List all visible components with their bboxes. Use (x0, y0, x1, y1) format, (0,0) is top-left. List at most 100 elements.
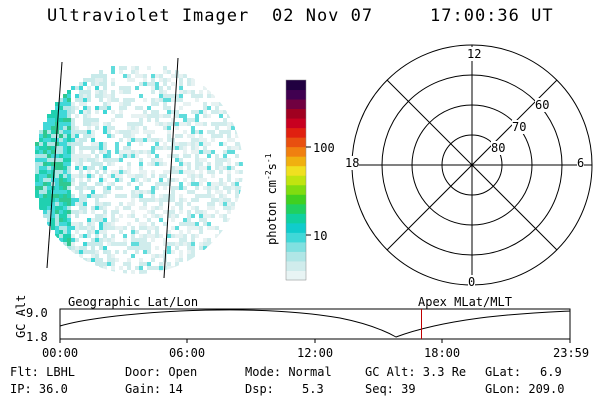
disk-pixel (111, 266, 115, 270)
disk-pixel (187, 190, 191, 194)
disk-pixel (127, 262, 131, 266)
disk-pixel (159, 94, 163, 98)
disk-pixel (103, 122, 107, 126)
disk-pixel (167, 126, 171, 130)
disk-pixel (195, 142, 199, 146)
disk-pixel (123, 146, 127, 150)
disk-pixel (71, 146, 75, 150)
disk-pixel (95, 146, 99, 150)
disk-pixel (143, 250, 147, 254)
disk-pixel (55, 150, 59, 154)
disk-pixel (107, 102, 111, 106)
disk-pixel (51, 202, 55, 206)
disk-pixel (55, 230, 59, 234)
disk-pixel (183, 238, 187, 242)
disk-pixel (103, 210, 107, 214)
disk-pixel (199, 166, 203, 170)
disk-pixel (67, 190, 71, 194)
disk-pixel (175, 242, 179, 246)
disk-pixel (63, 166, 67, 170)
disk-pixel (107, 162, 111, 166)
disk-pixel (119, 266, 123, 270)
disk-pixel (147, 130, 151, 134)
disk-pixel (175, 234, 179, 238)
disk-pixel (155, 230, 159, 234)
disk-pixel (99, 258, 103, 262)
disk-pixel (103, 126, 107, 130)
disk-pixel (103, 190, 107, 194)
disk-pixel (163, 146, 167, 150)
disk-pixel (87, 154, 91, 158)
disk-pixel (59, 102, 63, 106)
disk-pixel (119, 102, 123, 106)
disk-pixel (75, 230, 79, 234)
disk-pixel (235, 186, 239, 190)
disk-pixel (147, 106, 151, 110)
disk-pixel (47, 130, 51, 134)
disk-pixel (167, 154, 171, 158)
disk-pixel (71, 174, 75, 178)
disk-pixel (227, 122, 231, 126)
disk-pixel (67, 94, 71, 98)
disk-pixel (227, 210, 231, 214)
disk-pixel (115, 130, 119, 134)
disk-pixel (191, 82, 195, 86)
disk-pixel (195, 226, 199, 230)
disk-pixel (223, 198, 227, 202)
disk-pixel (199, 214, 203, 218)
disk-pixel (107, 134, 111, 138)
disk-pixel (195, 150, 199, 154)
disk-pixel (131, 210, 135, 214)
disk-pixel (47, 154, 51, 158)
disk-pixel (99, 238, 103, 242)
disk-pixel (151, 130, 155, 134)
disk-pixel (47, 174, 51, 178)
disk-pixel (111, 70, 115, 74)
disk-pixel (179, 162, 183, 166)
disk-pixel (143, 222, 147, 226)
disk-pixel (147, 218, 151, 222)
disk-pixel (95, 230, 99, 234)
disk-pixel (75, 98, 79, 102)
disk-pixel (111, 174, 115, 178)
disk-pixel (123, 134, 127, 138)
disk-pixel (63, 206, 67, 210)
disk-pixel (79, 90, 83, 94)
disk-pixel (43, 186, 47, 190)
disk-pixel (71, 122, 75, 126)
disk-pixel (191, 174, 195, 178)
disk-pixel (123, 150, 127, 154)
disk-pixel (211, 182, 215, 186)
disk-pixel (199, 94, 203, 98)
disk-pixel (143, 262, 147, 266)
disk-pixel (59, 222, 63, 226)
disk-pixel (175, 226, 179, 230)
disk-pixel (123, 206, 127, 210)
disk-pixel (235, 134, 239, 138)
disk-pixel (131, 114, 135, 118)
disk-pixel (111, 90, 115, 94)
disk-pixel (75, 186, 79, 190)
disk-pixel (75, 162, 79, 166)
disk-pixel (175, 110, 179, 114)
disk-pixel (63, 150, 67, 154)
disk-pixel (47, 210, 51, 214)
disk-pixel (195, 198, 199, 202)
disk-pixel (111, 110, 115, 114)
disk-pixel (159, 266, 163, 270)
disk-pixel (191, 258, 195, 262)
disk-pixel (67, 102, 71, 106)
disk-pixel (171, 178, 175, 182)
y-label-top: 9.0 (26, 306, 48, 320)
disk-pixel (51, 126, 55, 130)
disk-pixel (87, 170, 91, 174)
disk-pixel (79, 194, 83, 198)
disk-pixel (207, 222, 211, 226)
disk-pixel (235, 194, 239, 198)
disk-pixel (127, 142, 131, 146)
disk-pixel (99, 106, 103, 110)
disk-pixel (155, 114, 159, 118)
disk-pixel (219, 114, 223, 118)
x-label-0600: 06:00 (169, 346, 206, 360)
disk-pixel (163, 238, 167, 242)
